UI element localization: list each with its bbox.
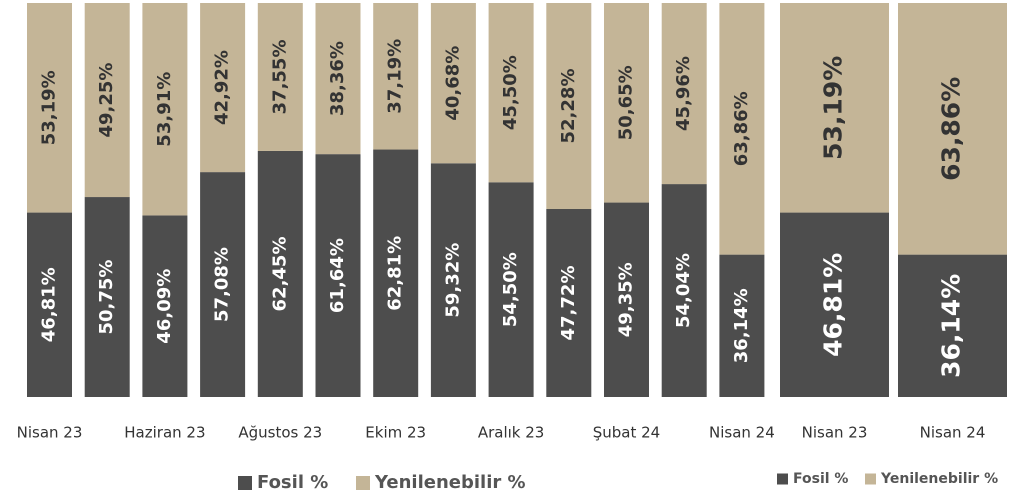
data-label: 42,92%	[212, 50, 233, 125]
legend-label: Yenilenebilir %	[374, 472, 526, 493]
x-tick-label: Şubat 24	[593, 424, 660, 442]
data-label: 45,96%	[673, 56, 694, 131]
data-label: 61,64%	[327, 238, 348, 313]
legend-label: Yenilenebilir %	[880, 471, 998, 487]
x-tick-label: Ekim 23	[365, 424, 426, 442]
data-label: 49,35%	[616, 262, 637, 337]
bar-segment	[373, 149, 419, 397]
legend-swatch	[865, 473, 876, 485]
data-label: 53,19%	[39, 70, 60, 145]
bar-segment	[780, 212, 889, 397]
bar-segment	[430, 163, 476, 397]
data-label: 36,14%	[731, 288, 752, 363]
x-tick-label: Aralık 23	[478, 424, 545, 442]
legend-label: Fosil %	[793, 471, 848, 487]
bar-segment	[780, 3, 889, 213]
bar-segment	[719, 254, 765, 397]
data-label: 50,75%	[96, 260, 117, 335]
bar-segment	[200, 3, 246, 173]
data-label: 63,86%	[731, 91, 752, 166]
data-label: 46,81%	[819, 253, 848, 357]
bar-segment	[661, 184, 707, 397]
data-label: 46,09%	[154, 269, 175, 344]
data-label: 62,45%	[269, 236, 290, 311]
legend-swatch	[356, 476, 370, 490]
data-label: 47,72%	[558, 265, 579, 340]
data-label: 57,08%	[212, 247, 233, 322]
bar-segment	[898, 254, 1007, 397]
bar-segment	[315, 154, 361, 397]
bar-segment	[898, 3, 1007, 255]
data-label: 38,36%	[327, 41, 348, 116]
bar-segment	[604, 202, 649, 397]
data-label: 53,19%	[819, 56, 848, 160]
bar-segment	[488, 182, 534, 397]
bar-segment	[604, 3, 649, 203]
bar-segment	[488, 3, 534, 183]
data-label: 62,81%	[385, 236, 406, 311]
bar-segment	[315, 3, 361, 155]
data-label: 45,50%	[500, 55, 521, 130]
bar-segment	[430, 3, 476, 164]
x-tick-label: Ağustos 23	[238, 424, 322, 442]
bar-segment	[27, 3, 72, 213]
legend-label: Fosil %	[257, 472, 328, 493]
data-label: 50,65%	[616, 65, 637, 140]
data-label: 63,86%	[937, 77, 966, 181]
bar-segment	[142, 3, 188, 216]
bar-segment	[142, 215, 188, 397]
data-label: 36,14%	[937, 274, 966, 378]
bar-segment	[200, 172, 246, 397]
x-tick-label: Haziran 23	[124, 424, 205, 442]
bar-segment	[257, 3, 303, 151]
data-label: 54,50%	[500, 252, 521, 327]
bar-segment	[257, 150, 303, 397]
bar-segment	[661, 3, 707, 185]
bar-segment	[84, 197, 130, 397]
data-label: 40,68%	[442, 46, 463, 121]
data-label: 53,91%	[154, 72, 175, 147]
x-tick-label: Nisan 23	[17, 424, 83, 442]
x-tick-label: Nisan 24	[920, 424, 986, 442]
data-label: 49,25%	[96, 63, 117, 138]
x-tick-label: Nisan 24	[709, 424, 775, 442]
data-label: 52,28%	[558, 68, 579, 143]
bar-segment	[719, 3, 765, 255]
bar-segment	[84, 3, 130, 198]
bar-segment	[373, 3, 419, 150]
legend-swatch	[238, 476, 252, 490]
data-label: 59,32%	[442, 243, 463, 318]
data-label: 46,81%	[39, 267, 60, 342]
data-label: 37,19%	[385, 39, 406, 114]
bar-segment	[27, 212, 72, 397]
bar-segment	[546, 3, 592, 209]
legend-swatch	[777, 473, 788, 485]
data-label: 37,55%	[269, 39, 290, 114]
x-tick-label: Nisan 23	[802, 424, 868, 442]
bar-segment	[546, 208, 592, 397]
data-label: 54,04%	[673, 253, 694, 328]
